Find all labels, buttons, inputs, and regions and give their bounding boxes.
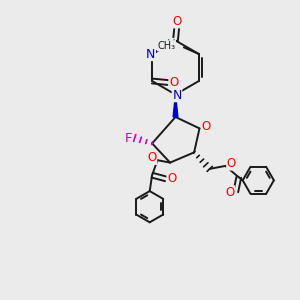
Text: H: H xyxy=(167,38,176,52)
Polygon shape xyxy=(173,94,178,117)
Text: F: F xyxy=(124,131,132,145)
Text: O: O xyxy=(202,120,211,134)
Text: N: N xyxy=(146,47,155,61)
Text: O: O xyxy=(225,186,234,199)
Text: O: O xyxy=(148,151,157,164)
Text: CH₃: CH₃ xyxy=(158,41,175,51)
Text: O: O xyxy=(169,76,178,89)
Text: O: O xyxy=(167,172,176,185)
Text: O: O xyxy=(227,157,236,170)
Text: O: O xyxy=(172,15,182,28)
Text: N: N xyxy=(172,88,182,102)
